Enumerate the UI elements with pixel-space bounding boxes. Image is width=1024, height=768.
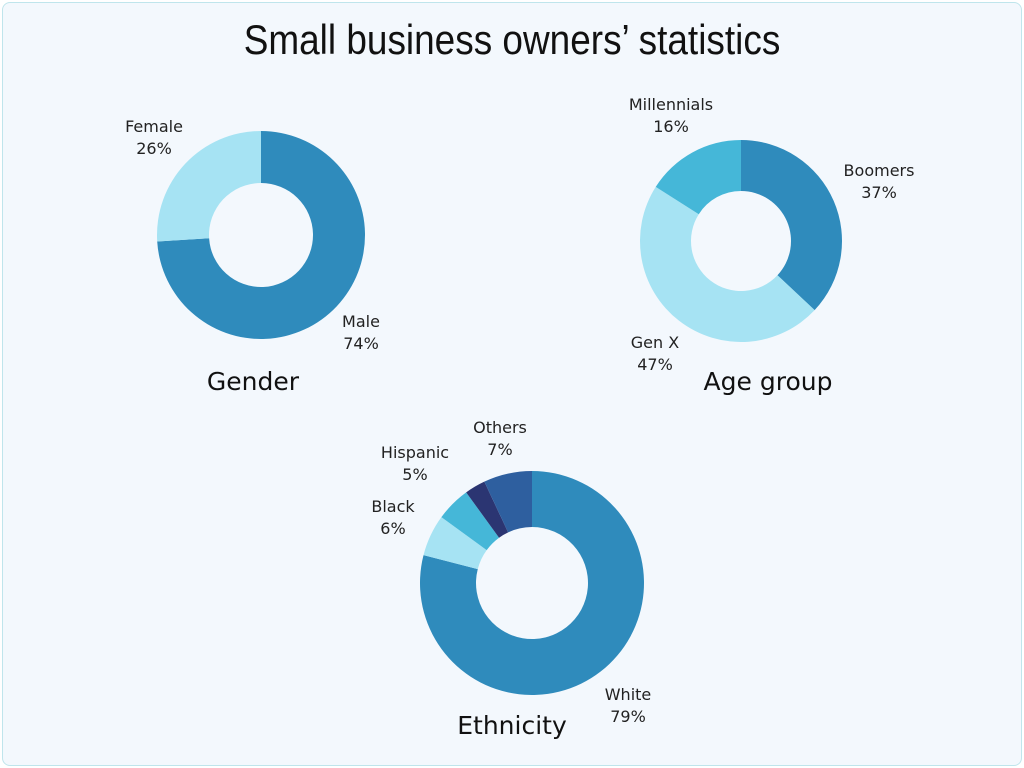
slice-label-value: 7% [487,440,512,459]
slice-label-value: 79% [610,707,646,726]
donut-chart-title: Gender [207,367,300,396]
donut-chart-gender: Male 74% Female 26% Gender [125,117,380,396]
slice-label-name: White [605,685,652,704]
slice-gen-x [640,186,815,342]
slice-label-value: 26% [136,139,172,158]
slice-label-name: Millennials [629,95,713,114]
slice-hispanic [441,492,500,551]
donut-chart-title: Ethnicity [457,711,567,740]
slice-label-name: Hispanic [381,443,449,462]
slice-label-name: Male [342,312,380,331]
slice-label-name: Female [125,117,183,136]
slice-label-name: Boomers [844,161,915,180]
slice-female [156,131,261,242]
slice-label-name: Others [473,418,527,437]
chart-title: Small business owners’ statistics [244,17,781,64]
slice-label-value: 6% [380,519,405,538]
slice-millennials [655,140,741,215]
slice-label-value: 47% [637,355,673,374]
slice-boomers [741,140,842,311]
slice-label-value: 74% [343,334,379,353]
slice-male [157,131,365,339]
slice-white [420,471,644,696]
donut-chart-title: Age group [704,367,833,396]
slice-label-value: 5% [402,465,427,484]
donut-chart-ethnicity: White 79% Black 6% Hispanic 5% Others 7% Ethnici… [371,418,651,740]
slice-unlabeled [466,481,509,538]
slice-label-value: 37% [861,183,897,202]
slice-label-value: 16% [653,117,689,136]
donut-chart-age-group: Boomers 37% Gen X 47% Millennials 16% Age grou… [629,95,915,396]
slice-others [484,471,532,533]
slice-label-name: Black [371,497,415,516]
slice-label-name: Gen X [631,333,679,352]
slice-black [423,517,487,570]
